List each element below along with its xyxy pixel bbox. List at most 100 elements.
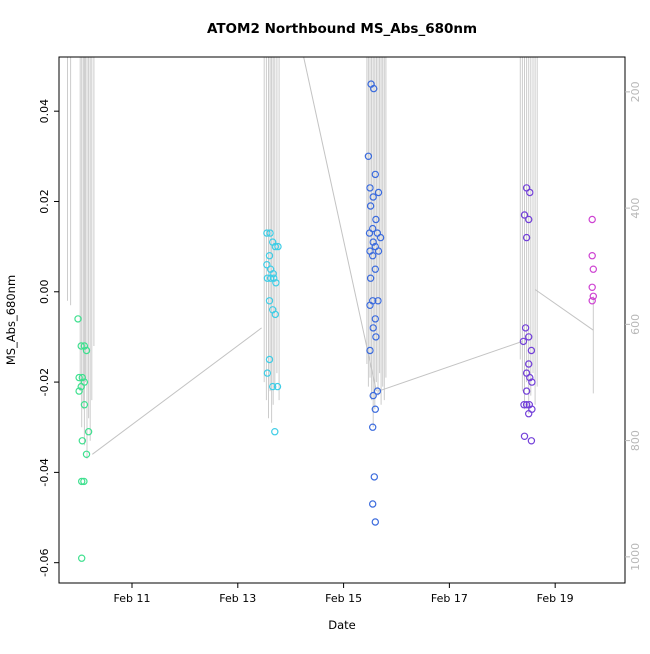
data-point — [372, 333, 380, 341]
data-point — [366, 184, 374, 192]
data-point — [372, 215, 380, 224]
data-point — [588, 297, 596, 305]
data-point — [266, 229, 274, 237]
data-point — [273, 382, 282, 391]
data-point — [78, 437, 87, 445]
x-axis-title: Date — [328, 618, 356, 632]
data-point — [525, 215, 533, 224]
y-tick-label: 0.04 — [38, 99, 51, 124]
data-point — [588, 283, 596, 291]
data-point — [265, 355, 274, 364]
data-point — [371, 170, 379, 179]
data-point — [369, 391, 377, 400]
connector-line — [534, 289, 594, 331]
y-tick-label: -0.06 — [38, 548, 51, 576]
y-axis-title: MS_Abs_680nm — [4, 275, 18, 365]
data-point — [269, 382, 277, 391]
data-point — [266, 274, 275, 282]
right-tick-label: 400 — [629, 198, 642, 219]
x-tick-label: Feb 19 — [537, 592, 574, 605]
data-point — [84, 428, 93, 436]
data-point — [374, 297, 382, 305]
data-point — [521, 324, 530, 332]
data-point — [371, 518, 379, 526]
data-point — [527, 346, 536, 355]
data-point — [522, 387, 531, 395]
data-point — [265, 297, 274, 305]
data-point — [80, 477, 88, 486]
x-tick-label: Feb 11 — [114, 592, 151, 605]
data-point — [78, 373, 87, 382]
data-point — [80, 342, 89, 350]
data-point — [369, 193, 377, 201]
data-point-layer — [74, 80, 598, 562]
data-point — [519, 337, 528, 346]
data-point — [271, 310, 279, 319]
data-point — [370, 473, 378, 481]
data-point — [366, 202, 375, 210]
data-point — [364, 152, 373, 160]
x-tick-label: Feb 13 — [219, 592, 256, 605]
right-tick-label: 800 — [629, 430, 642, 451]
data-point — [77, 554, 86, 562]
data-point — [265, 251, 274, 260]
data-point — [270, 274, 278, 282]
x-tick-label: Feb 15 — [325, 592, 362, 605]
data-point — [526, 188, 534, 197]
data-point — [374, 247, 383, 255]
data-point — [376, 233, 385, 242]
right-tick-label: 600 — [629, 314, 642, 335]
y-tick-label: 0.00 — [38, 280, 51, 305]
data-point — [75, 387, 83, 395]
data-point — [366, 274, 375, 282]
y-tick-label: 0.02 — [38, 189, 51, 214]
axes-layer: 0.04 0.02 0.00 -0.02 -0.04 -0.06 Feb 11 Feb 13 F… — [38, 56, 642, 605]
data-point — [365, 229, 374, 237]
data-point — [371, 405, 379, 413]
data-point — [522, 233, 531, 242]
right-tick-label: 1000 — [629, 543, 642, 571]
data-point — [370, 84, 378, 93]
data-point — [366, 301, 374, 309]
data-point — [77, 342, 85, 350]
connector-line — [303, 57, 377, 392]
data-point — [525, 360, 533, 368]
data-point — [263, 261, 271, 269]
data-point — [589, 292, 598, 300]
data-point — [369, 324, 377, 332]
data-point — [369, 500, 377, 508]
data-point — [374, 188, 383, 197]
x-tick-label: Feb 17 — [431, 592, 468, 605]
data-point — [80, 401, 89, 409]
data-point — [588, 251, 596, 260]
data-point — [271, 242, 279, 251]
data-point — [366, 346, 374, 355]
plot-box — [58, 56, 626, 584]
y-tick-label: -0.04 — [38, 458, 51, 486]
data-point — [520, 401, 528, 409]
data-point — [82, 346, 91, 355]
data-point — [588, 215, 596, 224]
right-tick-label: 200 — [629, 81, 642, 102]
data-point — [82, 450, 91, 458]
data-point — [274, 242, 282, 251]
gray-line-layer — [67, 57, 594, 459]
data-point — [272, 279, 280, 287]
data-point — [528, 378, 536, 386]
data-point — [373, 387, 382, 395]
data-point — [369, 251, 377, 260]
data-point — [589, 265, 598, 273]
data-point — [271, 428, 279, 436]
data-point — [520, 432, 529, 440]
data-point — [263, 229, 271, 237]
data-point — [526, 373, 534, 382]
data-point — [371, 315, 379, 323]
data-point — [75, 373, 83, 382]
chart-title: ATOM2 Northbound MS_Abs_680nm — [207, 21, 477, 37]
data-point — [77, 382, 85, 391]
data-point — [522, 401, 531, 409]
data-point — [525, 333, 533, 341]
data-point — [525, 410, 533, 418]
